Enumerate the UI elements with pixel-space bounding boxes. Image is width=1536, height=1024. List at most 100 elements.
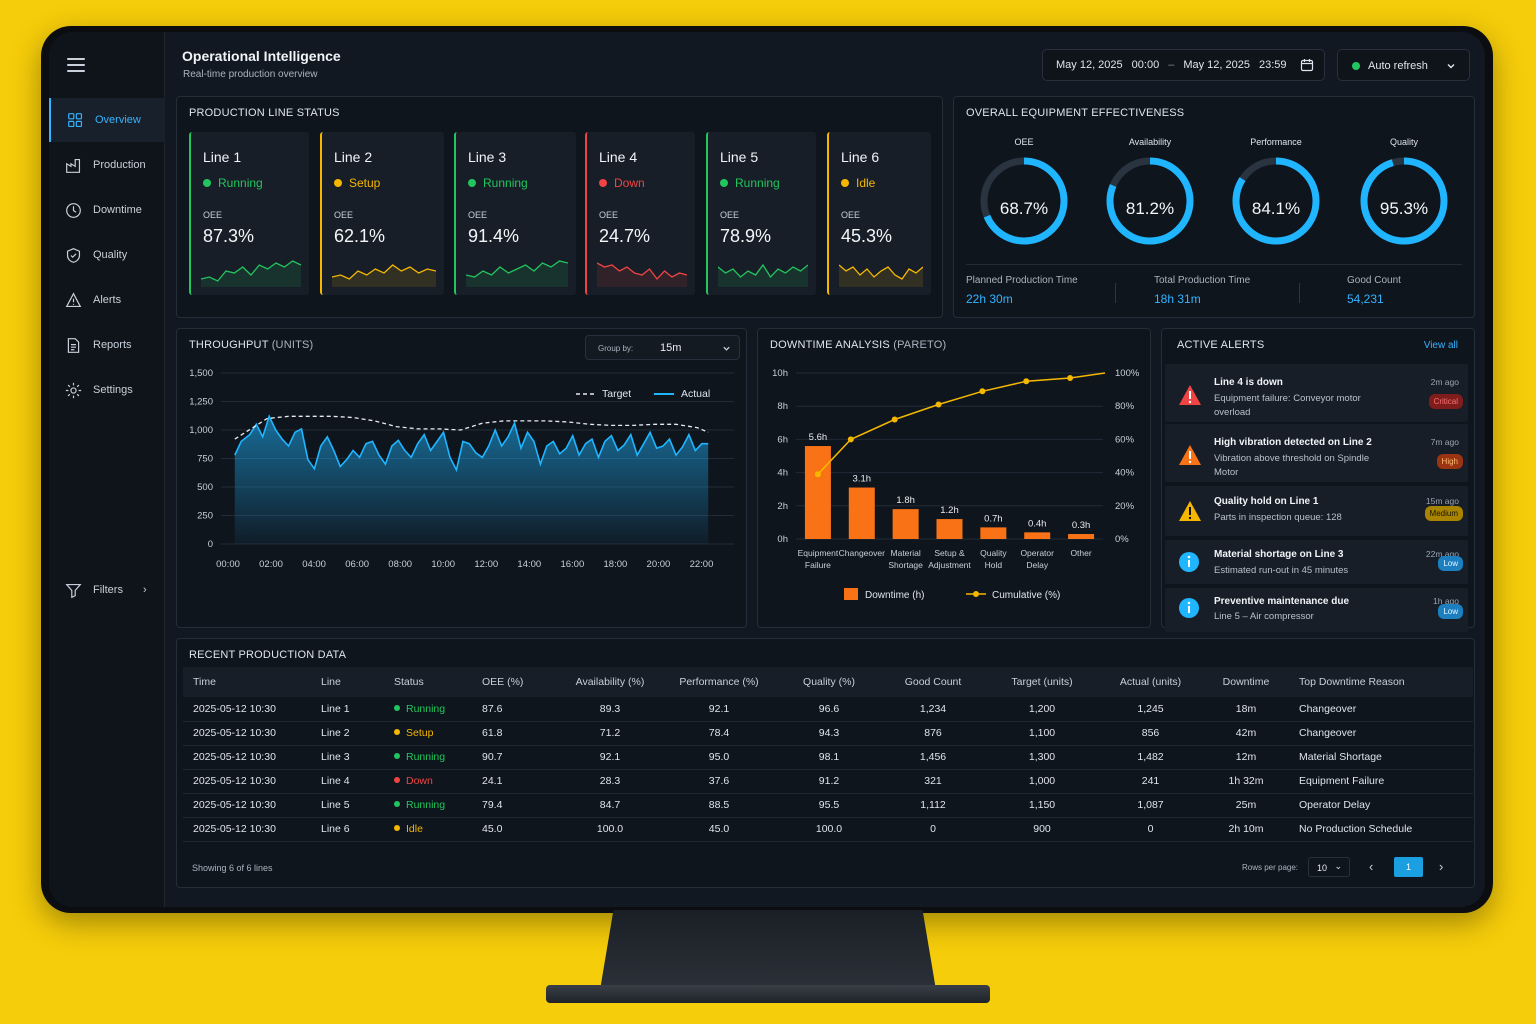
table-row[interactable]: 2025-05-12 10:30 Line 2 Setup 61.8 71.2 78.4 9… <box>183 721 1473 746</box>
x-tick-label: 22:00 <box>690 559 714 570</box>
table-cell: 37.6 <box>660 769 778 794</box>
alert-item[interactable]: Material shortage on Line 3 Estimated run… <box>1165 540 1468 584</box>
group-by-dropdown[interactable]: Group by: 15m <box>585 335 740 360</box>
table-row[interactable]: 2025-05-12 10:30 Line 5 Running 79.4 84.7 88.… <box>183 793 1473 818</box>
factory-icon <box>66 158 81 173</box>
sidebar-item-production[interactable]: Production <box>49 143 165 187</box>
table-cell: 12m <box>1203 745 1289 770</box>
column-header[interactable]: OEE (%) <box>472 667 560 697</box>
gauge-label: Availability <box>1128 137 1172 147</box>
table-cell: Line 6 <box>311 817 384 842</box>
line-card-2[interactable]: Line 2 Setup OEE 62.1% <box>320 132 444 295</box>
table-row[interactable]: 2025-05-12 10:30 Line 4 Down 24.1 28.3 37.6 91… <box>183 769 1473 794</box>
legend-downtime-swatch <box>844 588 858 600</box>
table-cell: 1h 32m <box>1203 769 1289 794</box>
y-tick-label: 750 <box>197 454 213 465</box>
downtime-panel: DOWNTIME ANALYSIS (PARETO) 10h 100% 8h 80% 6… <box>757 328 1151 628</box>
severity-badge: Low <box>1438 604 1463 619</box>
rows-per-page-value: 10 <box>1317 863 1328 873</box>
line-card-5[interactable]: Line 5 Running OEE 78.9% <box>706 132 816 295</box>
sidebar-item-label: Settings <box>93 384 133 396</box>
column-header[interactable]: Target (units) <box>986 667 1098 697</box>
gauge-quality: Quality 95.3% <box>1354 137 1454 254</box>
divider <box>1299 283 1300 303</box>
column-header[interactable]: Downtime <box>1203 667 1289 697</box>
sidebar-item-reports[interactable]: Reports <box>49 323 165 367</box>
sparkline-line <box>839 264 923 280</box>
target-line <box>234 415 709 440</box>
filters-button[interactable]: Filters › <box>49 568 165 612</box>
line-card-4[interactable]: Line 4 Down OEE 24.7% <box>585 132 695 295</box>
column-header[interactable]: Top Downtime Reason <box>1289 667 1473 697</box>
throughput-chart: 1,500 1,250 1,000 750 500 250 000:00 02:00 04:00… <box>189 368 734 570</box>
bar <box>804 446 831 539</box>
monitor-stand <box>600 910 936 990</box>
sidebar-item-settings[interactable]: Settings <box>49 368 165 412</box>
line-status: Idle <box>841 176 875 190</box>
column-header[interactable]: Performance (%) <box>660 667 778 697</box>
y-tick-label: 250 <box>197 511 213 522</box>
date-range-picker[interactable]: May 12, 2025 00:00 – May 12, 2025 23:59 <box>1042 49 1325 81</box>
x-tick-label: 20:00 <box>647 559 671 570</box>
alert-description: Line 5 – Air compressor <box>1214 611 1314 622</box>
next-page-button[interactable]: › <box>1439 859 1444 874</box>
sidebar-item-overview[interactable]: Overview <box>49 98 165 142</box>
alert-item[interactable]: Line 4 is down Equipment failure: Conveyo… <box>1165 364 1468 422</box>
column-header[interactable]: Good Count <box>880 667 986 697</box>
current-page-button[interactable]: 1 <box>1394 857 1423 877</box>
sidebar-item-alerts[interactable]: Alerts <box>49 278 165 322</box>
clock-icon <box>66 202 81 218</box>
prev-page-button[interactable]: ‹ <box>1369 859 1374 874</box>
panel-title: RECENT PRODUCTION DATA <box>189 649 347 661</box>
table-cell: Line 2 <box>311 721 384 746</box>
alert-item[interactable]: High vibration detected on Line 2 Vibrati… <box>1165 424 1468 482</box>
sidebar-item-quality[interactable]: Quality <box>49 233 165 277</box>
sparkline-area <box>201 261 301 287</box>
sidebar-item-label: Overview <box>95 114 141 126</box>
gauge-value: 81.2% <box>1125 199 1175 218</box>
recent-production-panel: RECENT PRODUCTION DATA Time Line Status OEE… <box>176 638 1475 888</box>
alert-description: Vibration above threshold on Spindle Mot… <box>1214 453 1370 478</box>
view-all-link[interactable]: View all <box>1423 340 1458 351</box>
sidebar-item-downtime[interactable]: Downtime <box>49 188 165 232</box>
y-tick-label: 6h <box>777 434 788 445</box>
column-header[interactable]: Availability (%) <box>560 667 660 697</box>
table-row[interactable]: 2025-05-12 10:30 Line 3 Running 90.7 92.1 95.… <box>183 745 1473 770</box>
table-cell: 92.1 <box>560 745 660 770</box>
table-row[interactable]: 2025-05-12 10:30 Line 1 Running 87.6 89.3 92.… <box>183 697 1473 722</box>
throughput-title: THROUGHPUT <box>189 339 269 351</box>
legend-downtime: Downtime (h) <box>865 590 924 601</box>
column-header[interactable]: Time <box>183 667 311 697</box>
line-card-1[interactable]: Line 1 Running OEE 87.3% <box>189 132 309 295</box>
alerts-panel: ACTIVE ALERTS View all Line 4 is down Equ… <box>1161 328 1475 632</box>
group-by-label: Group by: <box>598 344 634 353</box>
table-cell: Material Shortage <box>1289 745 1473 770</box>
y-tick-label: 1,250 <box>189 397 213 408</box>
rows-per-page-label: Rows per page: <box>1242 863 1299 872</box>
menu-icon[interactable] <box>67 58 85 72</box>
alert-item[interactable]: Quality hold on Line 1 Parts in inspectio… <box>1165 486 1468 536</box>
rows-per-page-select[interactable]: 10 ⌄ <box>1308 857 1350 877</box>
column-header[interactable]: Status <box>384 667 472 697</box>
table-cell: 2025-05-12 10:30 <box>183 721 311 746</box>
table-row[interactable]: 2025-05-12 10:30 Line 6 Idle 45.0 100.0 45.0 1… <box>183 817 1473 842</box>
column-header[interactable]: Line <box>311 667 384 697</box>
auto-refresh-dropdown[interactable]: Auto refresh <box>1337 49 1470 81</box>
divider <box>1115 283 1116 303</box>
sparkline <box>332 264 436 287</box>
x-tick-label: 02:00 <box>259 559 283 570</box>
alert-title: High vibration detected on Line 2 <box>1214 437 1372 448</box>
range-separator: – <box>1168 59 1175 71</box>
line-card-3[interactable]: Line 3 Running OEE 91.4% <box>454 132 576 295</box>
line-status: Setup <box>334 176 380 190</box>
alert-item[interactable]: Preventive maintenance due Line 5 – Air c… <box>1165 588 1468 632</box>
sparkline-line <box>466 260 568 278</box>
line-name: Line 4 <box>599 149 638 165</box>
y-tick-label: 1,000 <box>189 425 213 436</box>
column-header[interactable]: Quality (%) <box>778 667 880 697</box>
line-card-6[interactable]: Line 6 Idle OEE 45.3% <box>827 132 931 295</box>
table-cell: 1,245 <box>1098 697 1203 722</box>
table-cell: Line 5 <box>311 793 384 818</box>
column-header[interactable]: Actual (units) <box>1098 667 1203 697</box>
table-cell: Down <box>384 769 472 794</box>
